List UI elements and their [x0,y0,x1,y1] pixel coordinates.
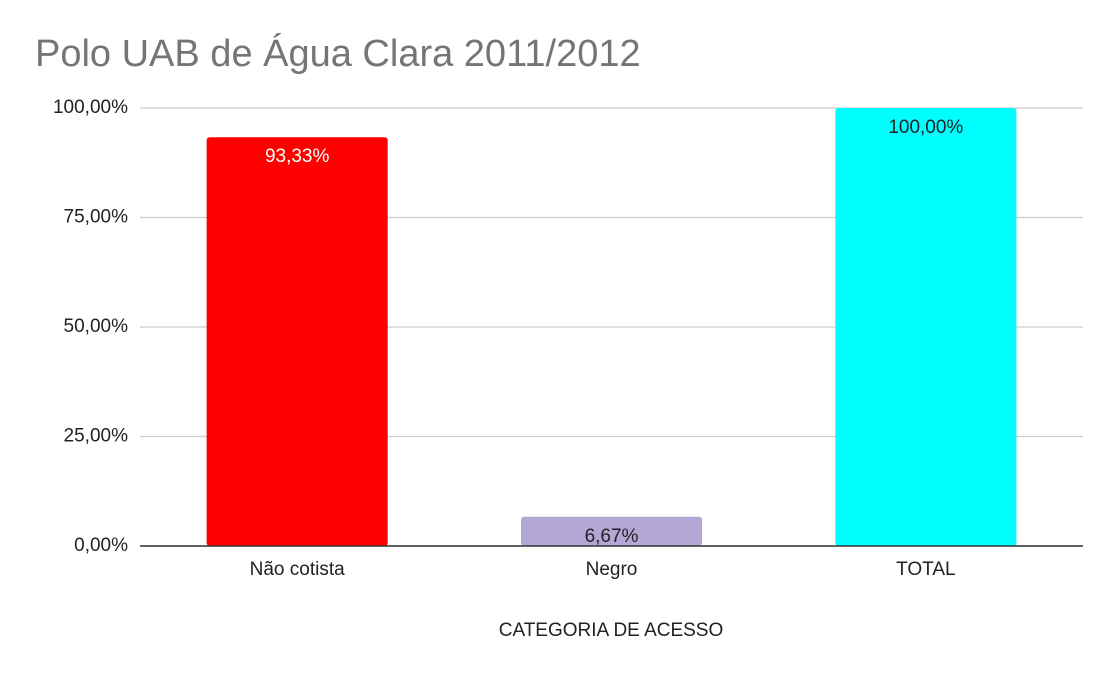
y-tick-label: 75,00% [64,207,129,228]
x-axis-label: CATEGORIA DE ACESSO [499,620,724,641]
bar [520,516,703,546]
bar [206,137,388,546]
y-tick-label: 25,00% [64,426,129,447]
x-tick-label: Negro [586,559,638,580]
value-label: 93,33% [265,146,330,167]
value-label: 6,67% [585,526,639,547]
chart-title: Polo UAB de Água Clara 2011/2012 [35,32,641,75]
x-tick-label: Não cotista [250,559,345,580]
y-tick-label: 50,00% [64,316,129,337]
bar [835,108,1017,546]
y-tick-label: 100,00% [53,97,128,118]
value-label: 100,00% [888,117,963,138]
x-tick-label: TOTAL [896,559,955,580]
y-tick-label: 0,00% [74,535,128,556]
